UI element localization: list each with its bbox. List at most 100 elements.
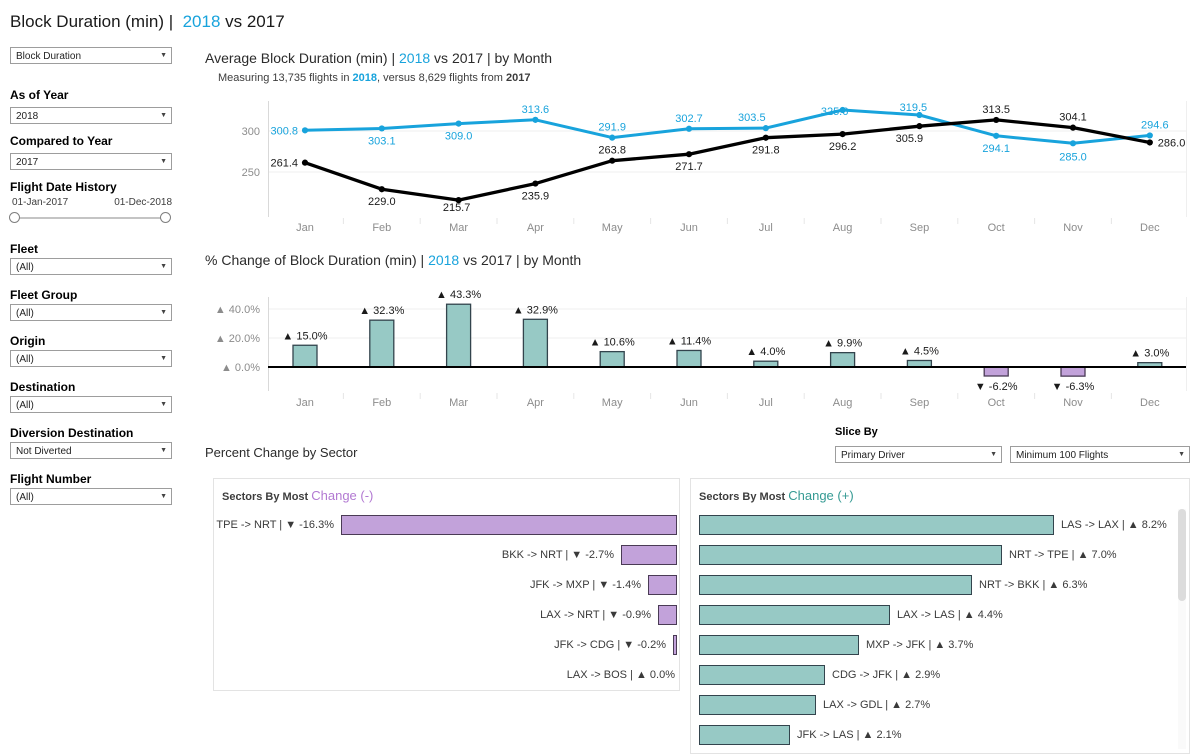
bar-Nov[interactable] xyxy=(1060,366,1086,377)
measure-select-dropdown[interactable]: Block Duration ▼ xyxy=(10,47,172,64)
value-label-2018-Apr: 313.6 xyxy=(522,104,550,116)
x-axis-month-label: Feb xyxy=(372,397,391,409)
bar-value-label-Mar: ▲ 43.3% xyxy=(436,289,481,301)
diversion-destination-dropdown[interactable]: Not Diverted ▼ xyxy=(10,442,172,459)
line-series-2018 xyxy=(303,108,1152,145)
point-2017-Aug[interactable] xyxy=(839,131,846,138)
chevron-down-icon: ▼ xyxy=(160,447,167,454)
bar-Apr[interactable] xyxy=(522,318,549,368)
chevron-down-icon: ▼ xyxy=(160,355,167,362)
value-label-2017-Jan: 261.4 xyxy=(270,158,298,170)
point-2018-Sep[interactable] xyxy=(916,111,923,119)
point-2017-Feb[interactable] xyxy=(378,186,385,193)
sector-label: LAX -> NRT | ▼ -0.9% xyxy=(540,609,651,621)
scrollbar-track[interactable] xyxy=(1178,509,1186,749)
destination-dropdown[interactable]: (All) ▼ xyxy=(10,396,172,413)
x-axis-month-label: Jan xyxy=(296,397,314,409)
sector-bar-LAX-to-LAS[interactable] xyxy=(699,605,890,625)
sector-row-LAX-to-NRT: LAX -> NRT | ▼ -0.9% xyxy=(216,602,677,632)
flight-number-dropdown[interactable]: (All) ▼ xyxy=(10,488,172,505)
slice-by-dropdown-primary[interactable]: Primary Driver ▼ xyxy=(835,446,1002,463)
value-label-2018-Jun: 302.7 xyxy=(675,113,703,125)
bar-value-label-Feb: ▲ 32.3% xyxy=(359,305,404,317)
point-2018-Jun[interactable] xyxy=(685,125,693,132)
point-2017-Jun[interactable] xyxy=(685,151,693,158)
sectors-positive-header: Sectors By Most Change (+) xyxy=(699,487,854,505)
sector-label: LAX -> LAS | ▲ 4.4% xyxy=(897,609,1003,621)
point-2017-Dec[interactable] xyxy=(1146,139,1153,146)
point-2017-Mar[interactable] xyxy=(455,197,462,204)
sector-bar-JFK-to-LAS[interactable] xyxy=(699,725,790,745)
bar-Aug[interactable] xyxy=(829,351,856,368)
sector-row-LAX-to-LAS: LAX -> LAS | ▲ 4.4% xyxy=(699,602,1175,632)
date-slider-handle-end[interactable] xyxy=(160,212,171,223)
sector-bar-NRT-to-BKK[interactable] xyxy=(699,575,972,595)
scrollbar-thumb[interactable] xyxy=(1178,509,1186,601)
sector-label: LAX -> GDL | ▲ 2.7% xyxy=(823,699,931,711)
x-axis-month-label: Sep xyxy=(910,397,930,409)
sector-bar-JFK-to-CDG[interactable] xyxy=(673,635,677,655)
fleet-group-dropdown[interactable]: (All) ▼ xyxy=(10,304,172,321)
bar-value-label-Jan: ▲ 15.0% xyxy=(282,330,327,342)
y-axis-tick-label: 250 xyxy=(242,167,260,179)
x-axis-month-label: Jun xyxy=(680,222,698,234)
point-2017-Sep[interactable] xyxy=(916,123,923,130)
slice-by-dropdown-min-flights[interactable]: Minimum 100 Flights ▼ xyxy=(1010,446,1190,463)
date-slider-track[interactable] xyxy=(13,217,168,219)
point-2018-Mar[interactable] xyxy=(455,120,462,127)
destination-value: (All) xyxy=(16,400,34,411)
point-2017-Apr[interactable] xyxy=(532,180,539,187)
point-2018-Jan[interactable] xyxy=(301,127,309,134)
avg-block-duration-line-chart: 300 250 Jan Feb Mar Apr May Jun Jul Aug Sep Oct Nov D… xyxy=(242,101,1187,234)
point-2017-Jul[interactable] xyxy=(762,134,769,141)
point-2018-May[interactable] xyxy=(609,134,616,141)
point-2018-Dec[interactable] xyxy=(1146,132,1153,139)
sector-bar-NRT-to-TPE[interactable] xyxy=(699,545,1002,565)
value-label-2018-Mar: 309.0 xyxy=(445,131,473,143)
point-2017-Oct[interactable] xyxy=(993,116,1000,124)
bar-Jan[interactable] xyxy=(292,344,318,368)
sector-row-NRT-to-BKK: NRT -> BKK | ▲ 6.3% xyxy=(699,572,1175,602)
x-axis-month-label: Dec xyxy=(1140,222,1160,234)
point-2018-Nov[interactable] xyxy=(1069,140,1077,147)
origin-dropdown[interactable]: (All) ▼ xyxy=(10,350,172,367)
sector-bar-LAX-to-NRT[interactable] xyxy=(658,605,677,625)
sector-bar-CDG-to-JFK[interactable] xyxy=(699,665,825,685)
point-2018-Jul[interactable] xyxy=(762,125,769,132)
x-axis-month-label: Dec xyxy=(1140,397,1160,409)
sectors-positive-header-plain: Sectors By Most xyxy=(699,491,789,503)
point-2018-Aug[interactable] xyxy=(839,106,846,114)
point-2018-Oct[interactable] xyxy=(993,132,1000,139)
line-chart-title-post: vs 2017 | by Month xyxy=(430,50,553,66)
point-2018-Feb[interactable] xyxy=(378,125,385,132)
chevron-down-icon: ▼ xyxy=(160,401,167,408)
sector-bar-MXP-to-JFK[interactable] xyxy=(699,635,859,655)
bar-Oct[interactable] xyxy=(983,366,1009,377)
chevron-down-icon: ▼ xyxy=(160,112,167,119)
bar-Mar[interactable] xyxy=(445,303,472,368)
date-slider-handle-start[interactable] xyxy=(9,212,20,223)
fleet-dropdown[interactable]: (All) ▼ xyxy=(10,258,172,275)
origin-value: (All) xyxy=(16,354,34,365)
sector-bar-TPE-to-NRT[interactable] xyxy=(341,515,677,535)
value-label-2017-May: 263.8 xyxy=(598,145,626,157)
compared-to-year-value: 2017 xyxy=(16,157,39,168)
bar-May[interactable] xyxy=(599,350,625,368)
bar-Jun[interactable] xyxy=(676,349,702,368)
as-of-year-dropdown[interactable]: 2018 ▼ xyxy=(10,107,172,124)
point-2017-Jan[interactable] xyxy=(301,159,309,166)
x-axis-month-label: Nov xyxy=(1063,222,1083,234)
sector-bar-LAX-to-GDL[interactable] xyxy=(699,695,816,715)
sector-row-TPE-to-NRT: TPE -> NRT | ▼ -16.3% xyxy=(216,512,677,542)
value-label-2017-Feb: 229.0 xyxy=(368,196,396,208)
bar-Feb[interactable] xyxy=(369,319,395,368)
point-2017-May[interactable] xyxy=(609,157,616,164)
sector-bar-JFK-to-MXP[interactable] xyxy=(648,575,677,595)
measure-select-value: Block Duration xyxy=(16,51,82,62)
sector-bar-LAS-to-LAX[interactable] xyxy=(699,515,1054,535)
compared-to-year-dropdown[interactable]: 2017 ▼ xyxy=(10,153,172,170)
chevron-down-icon: ▼ xyxy=(990,451,997,458)
point-2018-Apr[interactable] xyxy=(532,116,539,123)
point-2017-Nov[interactable] xyxy=(1069,124,1077,131)
sector-bar-BKK-to-NRT[interactable] xyxy=(621,545,677,565)
